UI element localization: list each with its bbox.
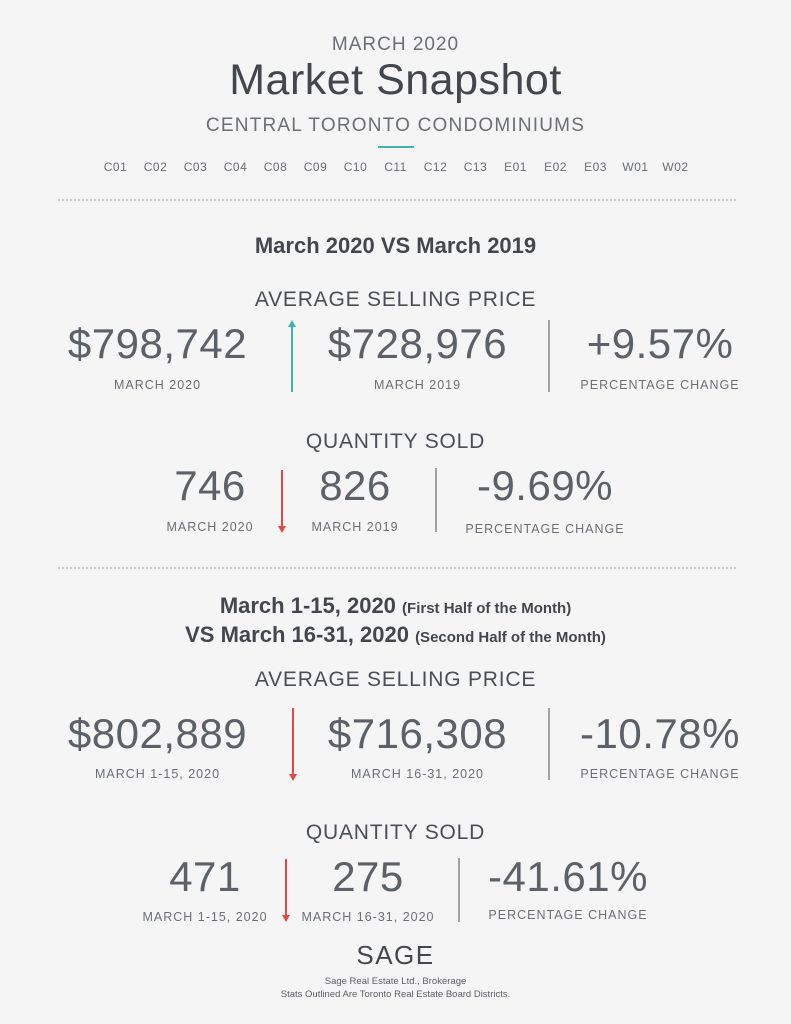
district-code: E03 bbox=[584, 160, 607, 174]
page-title: Market Snapshot bbox=[229, 56, 562, 104]
district-code: C04 bbox=[223, 160, 248, 174]
section2-price-change: -10.78% bbox=[580, 710, 740, 757]
trend-down-arrow-shaft bbox=[285, 859, 287, 915]
footer-brokerage: Sage Real Estate Ltd., Brokerage bbox=[324, 976, 467, 987]
district-code: C10 bbox=[343, 160, 368, 174]
report-month: MARCH 2020 bbox=[331, 34, 460, 55]
section1-qty-current-label: MARCH 2020 bbox=[166, 520, 254, 534]
section2-title-line1-note: (First Half of the Month) bbox=[402, 600, 572, 617]
trend-down-arrow-icon bbox=[282, 915, 290, 922]
section1-title: March 2020 VS March 2019 bbox=[254, 233, 537, 258]
section1-price-previous-label: MARCH 2019 bbox=[373, 378, 462, 392]
trend-down-arrow-icon bbox=[278, 526, 286, 533]
section2-price-previous-label: MARCH 16-31, 2020 bbox=[350, 767, 485, 781]
district-code: E01 bbox=[504, 160, 527, 174]
section1-qty-change: -9.69% bbox=[476, 462, 614, 509]
section2-qty-previous-label: MARCH 16-31, 2020 bbox=[301, 910, 435, 924]
trend-up-arrow-icon bbox=[288, 320, 296, 327]
section2-title-line2-note: (Second Half of the Month) bbox=[415, 629, 606, 646]
section1-qty-previous: 826 bbox=[319, 462, 391, 509]
district-code: E02 bbox=[544, 160, 567, 174]
section2-price-current: $802,889 bbox=[67, 710, 248, 757]
accent-divider bbox=[378, 146, 414, 148]
page-subtitle: CENTRAL TORONTO CONDOMINIUMS bbox=[205, 115, 586, 136]
district-code: C02 bbox=[143, 160, 168, 174]
section-divider bbox=[58, 567, 736, 569]
column-divider bbox=[548, 320, 550, 392]
section2-price-change-label: PERCENTAGE CHANGE bbox=[580, 767, 740, 781]
district-code: C03 bbox=[183, 160, 208, 174]
district-code: W01 bbox=[622, 160, 649, 174]
section2-qty-change-label: PERCENTAGE CHANGE bbox=[488, 908, 648, 922]
district-code: C13 bbox=[463, 160, 488, 174]
district-code: C01 bbox=[103, 160, 128, 174]
column-divider bbox=[548, 708, 550, 780]
section1-price-current: $798,742 bbox=[67, 320, 248, 367]
section-divider bbox=[58, 199, 736, 201]
section2-price-current-label: MARCH 1-15, 2020 bbox=[94, 767, 221, 781]
district-code: W02 bbox=[662, 160, 689, 174]
section2-title-line1-text: March 1-15, 2020 bbox=[219, 593, 396, 618]
section2-qty-current: 471 bbox=[169, 853, 241, 900]
section1-price-previous: $728,976 bbox=[327, 320, 508, 367]
section2-price-heading: AVERAGE SELLING PRICE bbox=[254, 668, 537, 691]
section1-price-heading: AVERAGE SELLING PRICE bbox=[254, 288, 537, 311]
section2-title-line2: VS March 16-31, 2020 (Second Half of the… bbox=[0, 622, 791, 648]
brand-logo: SAGE bbox=[356, 940, 435, 970]
district-code: C08 bbox=[263, 160, 288, 174]
section2-qty-previous: 275 bbox=[332, 853, 404, 900]
column-divider bbox=[435, 468, 437, 532]
footer-note: Stats Outlined Are Toronto Real Estate B… bbox=[280, 989, 511, 1000]
section2-qty-current-label: MARCH 1-15, 2020 bbox=[142, 910, 268, 924]
trend-up-arrow-shaft bbox=[291, 326, 293, 392]
section2-title-line2-text: VS March 16-31, 2020 bbox=[185, 622, 409, 647]
section1-qty-current: 746 bbox=[174, 462, 246, 509]
section1-price-change: +9.57% bbox=[586, 320, 734, 367]
section1-price-change-label: PERCENTAGE CHANGE bbox=[580, 378, 740, 392]
trend-down-arrow-shaft bbox=[281, 470, 283, 526]
section1-qty-change-label: PERCENTAGE CHANGE bbox=[465, 522, 625, 536]
district-list: C01 C02 C03 C04 C08 C09 C10 C11 C12 C13 … bbox=[0, 160, 791, 174]
section1-qty-previous-label: MARCH 2019 bbox=[311, 520, 399, 534]
trend-down-arrow-shaft bbox=[292, 708, 294, 774]
district-code: C09 bbox=[303, 160, 328, 174]
district-code: C11 bbox=[384, 160, 407, 174]
trend-down-arrow-icon bbox=[289, 774, 297, 781]
district-code: C12 bbox=[423, 160, 448, 174]
section2-price-previous: $716,308 bbox=[327, 710, 508, 757]
column-divider bbox=[458, 858, 460, 922]
section2-qty-heading: QUANTITY SOLD bbox=[305, 821, 486, 844]
section1-price-current-label: MARCH 2020 bbox=[113, 378, 202, 392]
section2-title-line1: March 1-15, 2020 (First Half of the Mont… bbox=[0, 593, 791, 619]
section2-qty-change: -41.61% bbox=[488, 853, 648, 900]
section1-qty-heading: QUANTITY SOLD bbox=[305, 430, 486, 453]
